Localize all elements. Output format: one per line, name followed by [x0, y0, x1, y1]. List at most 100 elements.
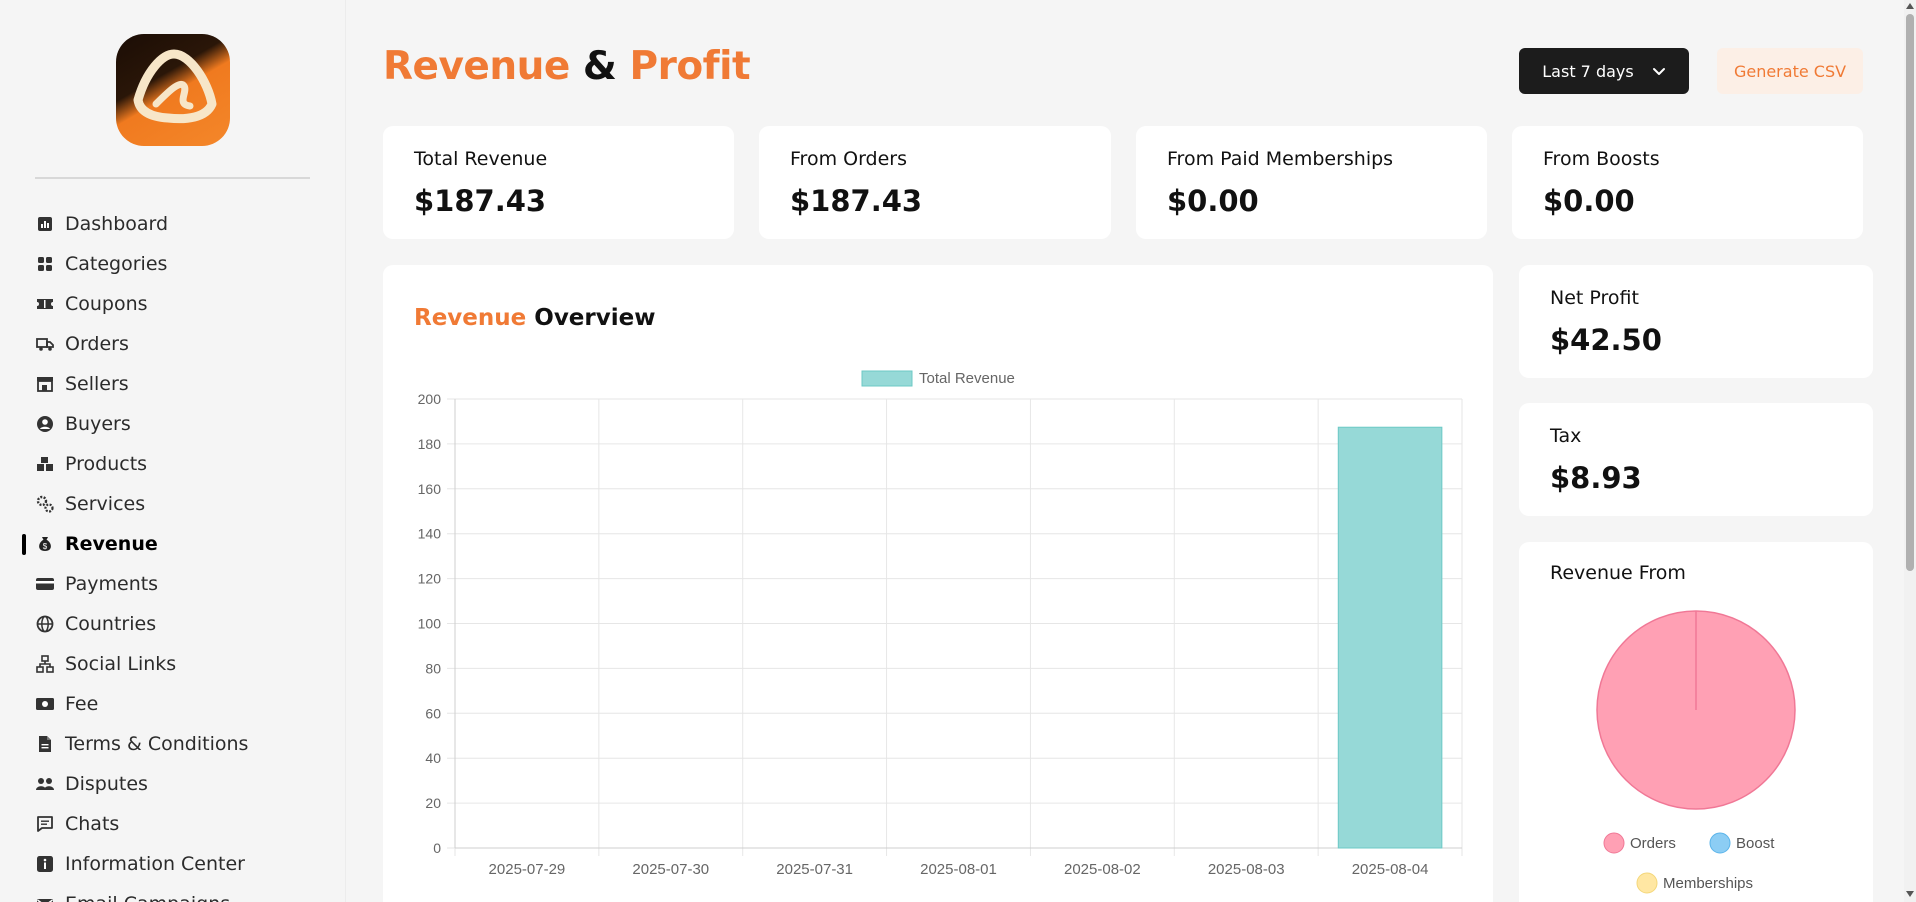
sidebar-item-countries[interactable]: Countries	[0, 604, 346, 644]
stat-card-tax: Tax $8.93	[1519, 403, 1873, 516]
sidebar-item-label: Information Center	[65, 853, 245, 875]
sidebar-item-revenue[interactable]: $ Revenue	[0, 524, 346, 564]
stat-value: $0.00	[1167, 184, 1259, 218]
sidebar-item-label: Sellers	[65, 373, 129, 395]
grid-icon	[35, 254, 55, 274]
sidebar-item-services[interactable]: Services	[0, 484, 346, 524]
sidebar-item-label: Orders	[65, 333, 129, 355]
sidebar-item-payments[interactable]: Payments	[0, 564, 346, 604]
network-icon	[35, 654, 55, 674]
generate-csv-button[interactable]: Generate CSV	[1717, 48, 1863, 94]
sidebar-item-label: Social Links	[65, 653, 177, 675]
stat-value: $187.43	[414, 184, 547, 218]
sidebar-item-terms[interactable]: Terms & Conditions	[0, 724, 346, 764]
brand-logo-mark	[133, 49, 217, 124]
sidebar-item-fee[interactable]: Fee	[0, 684, 346, 724]
legend-label: Total Revenue	[919, 370, 1015, 387]
info-icon	[35, 854, 55, 874]
sidebar-item-chats[interactable]: Chats	[0, 804, 346, 844]
y-tick-label: 180	[418, 436, 442, 452]
sidebar-item-sellers[interactable]: Sellers	[0, 364, 346, 404]
sidebar-item-label: Chats	[65, 813, 120, 835]
x-tick-label: 2025-07-30	[632, 861, 709, 878]
page-title-part2: Profit	[629, 44, 751, 89]
stat-label: Total Revenue	[414, 148, 548, 170]
scroll-up-arrow-icon[interactable]	[1906, 3, 1914, 9]
x-tick-label: 2025-08-04	[1352, 861, 1429, 878]
document-icon	[35, 734, 55, 754]
stat-card-paid-memberships: From Paid Memberships $0.00	[1136, 126, 1487, 239]
page-title-amp: &	[582, 44, 617, 89]
revenue-overview-title-part2: Overview	[534, 305, 656, 331]
stat-card-total-revenue: Total Revenue $187.43	[383, 126, 734, 239]
y-tick-label: 100	[418, 616, 442, 632]
sidebar-item-label: Products	[65, 453, 148, 475]
sidebar-item-products[interactable]: Products	[0, 444, 346, 484]
sidebar-item-categories[interactable]: Categories	[0, 244, 346, 284]
x-tick-label: 2025-07-29	[489, 861, 566, 878]
stat-label: From Orders	[790, 148, 908, 170]
x-tick-label: 2025-07-31	[776, 861, 853, 878]
gears-icon	[35, 494, 55, 514]
revenue-bar-chart: Total Revenue 0 20 40 60 80 100 120 140 160 180 200…	[418, 370, 1463, 878]
stat-label: From Boosts	[1543, 148, 1660, 170]
credit-card-icon	[35, 574, 55, 594]
y-tick-label: 80	[425, 660, 441, 676]
svg-text:$: $	[43, 542, 48, 551]
stat-card-boosts: From Boosts $0.00	[1512, 126, 1863, 239]
stat-label: Net Profit	[1550, 287, 1639, 309]
stat-label: Tax	[1550, 425, 1582, 447]
brand-logo[interactable]	[116, 34, 230, 146]
revenue-from-title: Revenue From	[1550, 562, 1686, 584]
page-scrollbar[interactable]	[1904, 0, 1916, 902]
sidebar-nav: Dashboard Categories Coupons Orders Sell…	[0, 204, 346, 902]
sidebar-item-label: Dashboard	[65, 213, 169, 235]
users-icon	[35, 774, 55, 794]
date-range-label: Last 7 days	[1542, 61, 1634, 81]
sidebar-item-label: Revenue	[65, 533, 158, 555]
cash-icon	[35, 694, 55, 714]
date-range-dropdown[interactable]: Last 7 days	[1519, 48, 1689, 94]
sidebar-item-orders[interactable]: Orders	[0, 324, 346, 364]
sidebar-item-social-links[interactable]: Social Links	[0, 644, 346, 684]
sidebar-item-label: Email Campaigns	[65, 893, 230, 902]
dashboard-icon	[35, 214, 55, 234]
store-icon	[35, 374, 55, 394]
scroll-down-arrow-icon[interactable]	[1906, 891, 1914, 897]
stat-value: $8.93	[1550, 461, 1642, 495]
sidebar-divider	[35, 177, 310, 179]
sidebar-item-buyers[interactable]: Buyers	[0, 404, 346, 444]
sidebar-item-coupons[interactable]: Coupons	[0, 284, 346, 324]
sidebar-item-email-campaigns[interactable]: Email Campaigns	[0, 884, 346, 902]
y-tick-label: 0	[433, 840, 441, 856]
page-title: Revenue & Profit	[383, 44, 751, 89]
scrollbar-thumb[interactable]	[1906, 14, 1914, 571]
stat-value: $0.00	[1543, 184, 1635, 218]
stat-card-net-profit: Net Profit $42.50	[1519, 265, 1873, 378]
sidebar-item-dashboard[interactable]: Dashboard	[0, 204, 346, 244]
revenue-overview-title: Revenue Overview	[414, 305, 655, 331]
y-tick-label: 140	[418, 526, 442, 542]
sidebar-item-label: Disputes	[65, 773, 148, 795]
pie-legend-label: Memberships	[1663, 875, 1753, 892]
sidebar-item-label: Buyers	[65, 413, 131, 435]
user-circle-icon	[35, 414, 55, 434]
sidebar-item-label: Fee	[65, 693, 99, 715]
revenue-from-panel: Revenue From Orders Boost Memberships	[1519, 542, 1873, 902]
y-tick-label: 40	[425, 750, 441, 766]
y-tick-label: 120	[418, 571, 442, 587]
pie-legend-label: Orders	[1630, 835, 1676, 852]
sidebar-item-disputes[interactable]: Disputes	[0, 764, 346, 804]
revenue-from-pie-chart: Orders Boost Memberships	[1596, 610, 1796, 894]
sidebar-item-label: Terms & Conditions	[65, 733, 249, 755]
sidebar: Dashboard Categories Coupons Orders Sell…	[0, 0, 346, 902]
page-title-part1: Revenue	[383, 44, 570, 89]
revenue-bar	[1337, 426, 1443, 849]
ticket-icon	[35, 294, 55, 314]
sidebar-item-information-center[interactable]: Information Center	[0, 844, 346, 884]
sidebar-item-label: Services	[65, 493, 146, 515]
message-icon	[35, 814, 55, 834]
x-tick-label: 2025-08-03	[1208, 861, 1285, 878]
stat-label: From Paid Memberships	[1167, 148, 1394, 170]
